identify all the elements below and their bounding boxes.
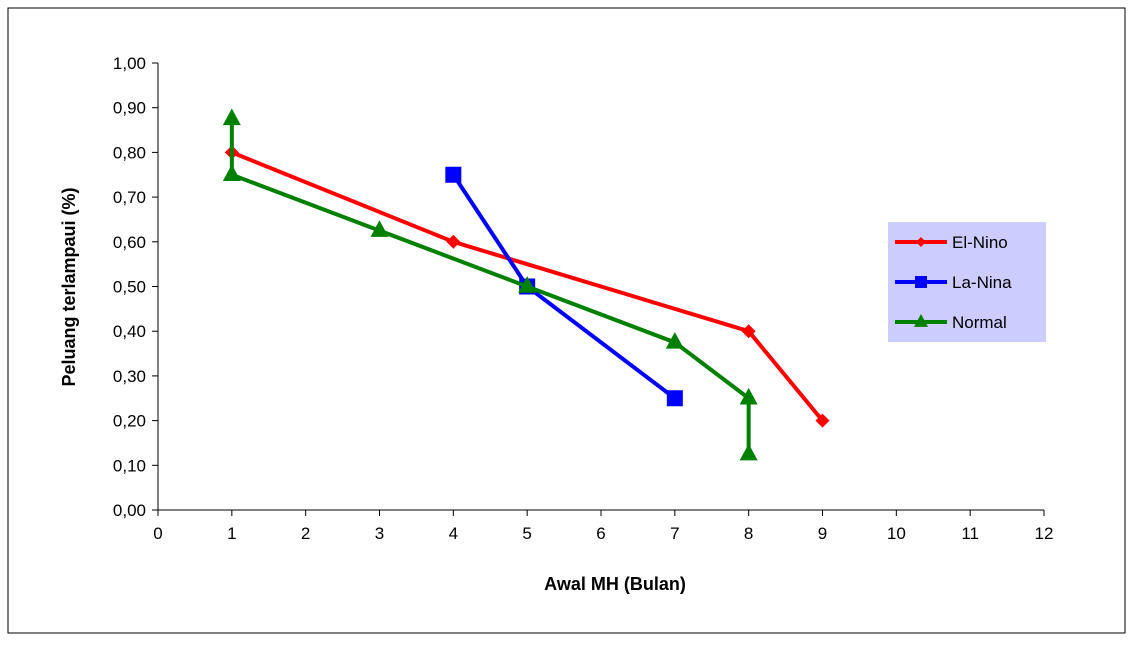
- x-tick-label: 0: [153, 524, 162, 543]
- x-tick-label: 1: [227, 524, 236, 543]
- legend-marker-el-nino: [916, 237, 926, 247]
- y-tick-label: 0,20: [113, 412, 146, 431]
- series-group: [222, 108, 830, 461]
- y-tick-label: 0,00: [113, 501, 146, 520]
- data-point-normal: [222, 164, 241, 182]
- data-point-normal: [665, 332, 684, 349]
- x-tick-label: 6: [596, 524, 605, 543]
- legend-item-la-nina: La-Nina: [895, 273, 1012, 292]
- y-tick-label: 0,50: [113, 278, 146, 297]
- y-tick-label: 0,90: [113, 99, 146, 118]
- legend-item-el-nino: El-Nino: [895, 233, 1008, 252]
- data-point-la-nina: [445, 166, 462, 183]
- data-point-normal: [222, 108, 241, 126]
- x-tick-label: 11: [961, 524, 979, 543]
- y-ticks: 0,00 0,10 0,20 0,30 0,40 0,50 0,60 0,70 0,80 0,90…: [113, 54, 158, 520]
- legend-label-la-nina: La-Nina: [952, 273, 1012, 292]
- y-tick-label: 0,70: [113, 188, 146, 207]
- data-point-normal: [739, 443, 758, 461]
- x-tick-label: 7: [670, 524, 679, 543]
- legend-item-normal: Normal: [895, 313, 1007, 332]
- y-tick-label: 0,60: [113, 233, 146, 252]
- x-tick-label: 2: [301, 524, 310, 543]
- data-point-normal: [370, 220, 389, 237]
- legend-marker-la-nina: [915, 276, 927, 288]
- series-line-el-nino: [231, 150, 825, 422]
- y-tick-label: 0,40: [113, 322, 146, 341]
- data-point-el-nino: [446, 234, 461, 249]
- x-tick-label: 10: [887, 524, 906, 543]
- x-tick-label: 12: [1035, 524, 1054, 543]
- x-tick-label: 5: [522, 524, 531, 543]
- data-point-el-nino: [815, 413, 830, 428]
- data-point-normal: [518, 276, 537, 293]
- x-tick-label: 3: [375, 524, 384, 543]
- y-tick-label: 0,80: [113, 143, 146, 162]
- data-point-normal: [739, 387, 758, 405]
- legend-marker-normal: [914, 313, 928, 327]
- x-axis-label: Awal MH (Bulan): [544, 574, 686, 594]
- legend-label-normal: Normal: [952, 313, 1007, 332]
- legend: El-Nino La-Nina Normal: [888, 222, 1046, 342]
- series-normal: [222, 108, 758, 461]
- x-tick-label: 9: [818, 524, 827, 543]
- y-axis-label: Peluang terlampaui (%): [59, 187, 79, 386]
- x-tick-label: 4: [449, 524, 458, 543]
- legend-label-el-nino: El-Nino: [952, 233, 1008, 252]
- y-tick-label: 0,30: [113, 367, 146, 386]
- y-tick-label: 1,00: [113, 54, 146, 73]
- data-point-el-nino: [741, 324, 756, 339]
- series-el-nino: [224, 145, 830, 428]
- x-ticks: 0 1 2 3 4 5 6 7 8 9 10 11 12: [153, 510, 1053, 543]
- y-tick-label: 0,10: [113, 456, 146, 475]
- data-point-la-nina: [666, 390, 683, 407]
- x-tick-label: 8: [744, 524, 753, 543]
